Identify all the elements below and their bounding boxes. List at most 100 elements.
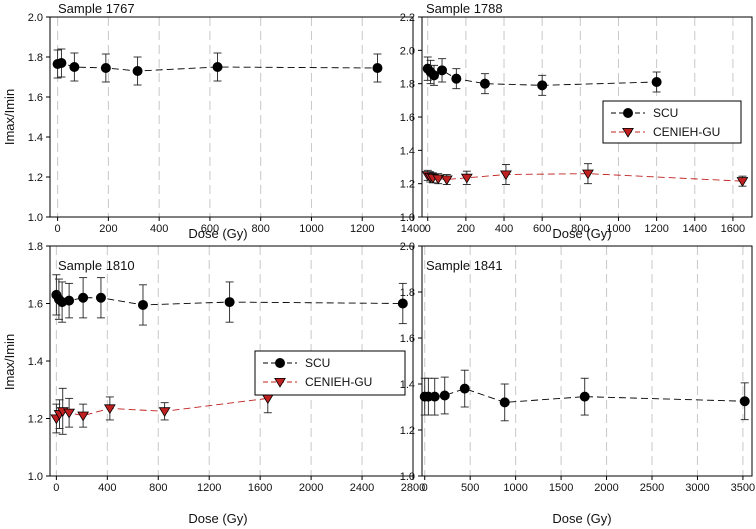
data-point [429, 391, 440, 402]
x-tick-label: 400 [98, 482, 116, 494]
x-tick-label: 600 [201, 223, 219, 235]
data-point [158, 407, 171, 418]
y-tick-label: 1.4 [28, 356, 43, 368]
x-tick-label: 1000 [299, 223, 323, 235]
y-tick-label: 1.8 [28, 52, 43, 64]
data-point [582, 169, 594, 180]
data-point [437, 65, 448, 76]
panel-title: Sample 1788 [426, 1, 503, 16]
y-tick-label: 1.0 [28, 471, 43, 483]
x-tick-label: 800 [149, 482, 167, 494]
data-point [397, 298, 408, 309]
x-tick-label: 1600 [721, 223, 745, 235]
legend-marker [274, 377, 286, 388]
panel-title: Sample 1767 [58, 1, 135, 16]
y-tick-label: 1.4 [400, 379, 415, 391]
data-point [460, 173, 473, 184]
data-point [440, 175, 453, 186]
y-tick-label: 1.0 [400, 471, 415, 483]
x-tick-label: 600 [533, 223, 551, 235]
data-point [372, 63, 383, 74]
legend-label: CENIEH-GU [653, 125, 720, 139]
y-tick-label: 1.2 [28, 414, 43, 426]
data-point [451, 73, 462, 84]
x-tick-label: 1200 [644, 223, 668, 235]
y-tick-label: 1.2 [400, 425, 415, 437]
plot-frame [421, 245, 753, 477]
data-point [78, 292, 89, 303]
x-tick-label: 800 [571, 223, 589, 235]
x-tick-label: 0 [422, 482, 428, 494]
data-point [479, 78, 490, 89]
data-point [137, 299, 148, 310]
y-tick-label: 1.2 [400, 179, 415, 191]
x-tick-label: 2000 [594, 482, 618, 494]
x-tick-label: 1000 [606, 223, 630, 235]
data-point [100, 63, 111, 74]
y-tick-label: 1.6 [400, 112, 415, 124]
x-tick-label: 0 [55, 223, 61, 235]
x-tick-label: 2400 [350, 482, 374, 494]
y-tick-label: 2.0 [28, 12, 43, 24]
panel-sample-1841: Sample 1841 Dose (Gy) 0 500 1000 1500 2000 25… [400, 241, 755, 526]
x-tick-label: 2500 [640, 482, 664, 494]
x-tick-label: 500 [461, 482, 479, 494]
y-tick-label: 1.2 [28, 172, 43, 184]
y-tick-label: 1.6 [28, 92, 43, 104]
data-point [103, 404, 116, 415]
x-tick-label: 1400 [401, 223, 425, 235]
x-axis-title: Dose (Gy) [552, 511, 611, 526]
x-tick-label: 800 [252, 223, 270, 235]
data-point [500, 170, 512, 181]
data-point [132, 66, 143, 77]
y-tick-label: 2.2 [400, 12, 415, 24]
data-point [739, 396, 750, 407]
x-tick-label: 3500 [731, 482, 755, 494]
x-tick-label: 1500 [549, 482, 573, 494]
legend-marker [274, 357, 285, 368]
legend-marker [622, 127, 634, 138]
legend-label: SCU [305, 356, 330, 370]
panel-sample-1767: Sample 1767 Dose (Gy) Imax/Imin 0 200 400 6… [2, 1, 425, 241]
x-axis-title: Dose (Gy) [188, 511, 247, 526]
data-point [212, 62, 223, 73]
legend-label: SCU [653, 106, 678, 120]
x-tick-label: 1000 [503, 482, 527, 494]
x-tick-label: 0 [53, 482, 59, 494]
y-tick-label: 2.0 [400, 241, 415, 253]
data-point [736, 177, 749, 187]
data-point [77, 411, 90, 422]
data-point [439, 390, 450, 401]
legend-marker [623, 108, 634, 119]
data-point [69, 62, 80, 73]
x-tick-label: 200 [99, 223, 117, 235]
x-tick-label: 1400 [683, 223, 707, 235]
panel-sample-1810: Sample 1810 Dose (Gy) Imax/Imin 0 400 800 1… [2, 241, 425, 526]
y-tick-label: 1.4 [400, 145, 415, 157]
panel-title: Sample 1841 [426, 258, 503, 273]
x-axis-title: Dose (Gy) [552, 226, 611, 241]
data-point [499, 397, 510, 408]
data-point [432, 174, 445, 185]
y-tick-label: 1.6 [400, 333, 415, 345]
data-point [429, 70, 440, 81]
x-tick-label: 2800 [401, 482, 425, 494]
x-axis-title: Dose (Gy) [188, 226, 247, 241]
x-tick-label: 400 [150, 223, 168, 235]
data-point [579, 391, 590, 402]
x-tick-label: 1600 [248, 482, 272, 494]
y-axis-title: Imax/Imin [2, 89, 17, 145]
x-tick-label: 200 [457, 223, 475, 235]
x-tick-label: 400 [495, 223, 513, 235]
data-point [224, 297, 235, 308]
y-tick-label: 2.0 [400, 45, 415, 57]
y-tick-label: 1.8 [28, 241, 43, 253]
data-point [63, 408, 76, 419]
data-point [56, 58, 67, 69]
data-point [651, 77, 662, 88]
legend-box [602, 100, 742, 144]
x-tick-label: 1200 [197, 482, 221, 494]
y-tick-label: 1.8 [400, 287, 415, 299]
data-point [459, 383, 470, 394]
